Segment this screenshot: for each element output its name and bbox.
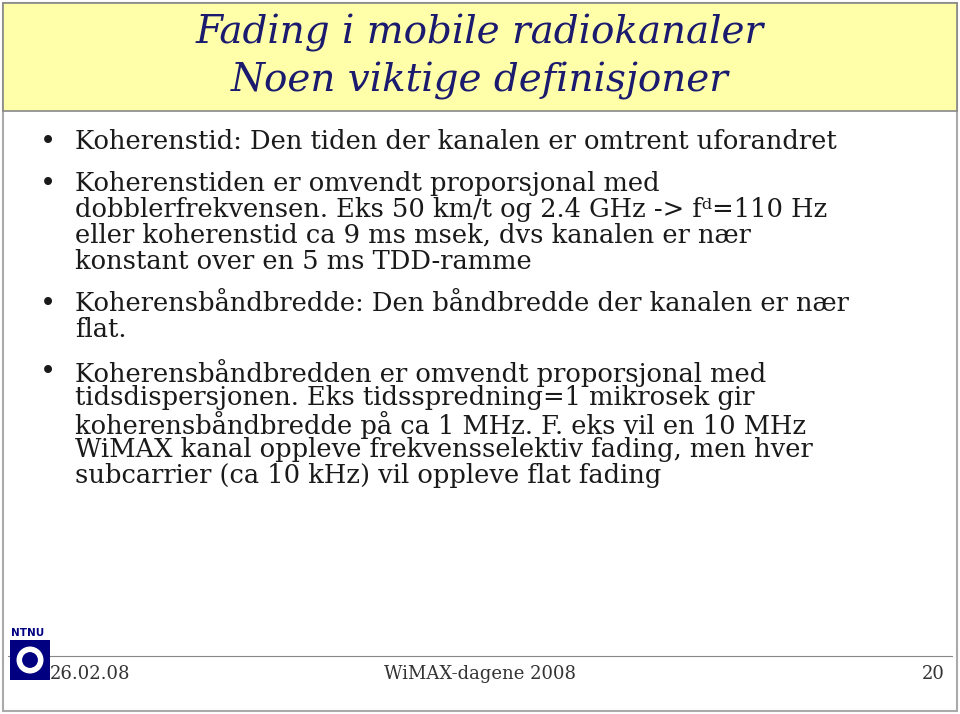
Text: tidsdispersjonen. Eks tidsspredning=1 mikrosek gir: tidsdispersjonen. Eks tidsspredning=1 mi…: [75, 385, 755, 410]
Circle shape: [23, 653, 37, 667]
FancyBboxPatch shape: [10, 640, 50, 680]
Text: Noen viktige definisjoner: Noen viktige definisjoner: [231, 61, 729, 100]
Text: Koherensbåndbredde: Den båndbredde der kanalen er nær: Koherensbåndbredde: Den båndbredde der k…: [75, 291, 849, 316]
Text: subcarrier (ca 10 kHz) vil oppleve flat fading: subcarrier (ca 10 kHz) vil oppleve flat …: [75, 463, 661, 488]
Text: Koherenstiden er omvendt proporsjonal med: Koherenstiden er omvendt proporsjonal me…: [75, 171, 660, 196]
Text: WiMAX kanal oppleve frekvensselektiv fading, men hver: WiMAX kanal oppleve frekvensselektiv fad…: [75, 437, 813, 462]
Text: WiMAX-dagene 2008: WiMAX-dagene 2008: [384, 665, 576, 683]
Text: koherensbåndbredde på ca 1 MHz. F. eks vil en 10 MHz: koherensbåndbredde på ca 1 MHz. F. eks v…: [75, 411, 806, 439]
Text: Koherensbåndbredden er omvendt proporsjonal med: Koherensbåndbredden er omvendt proporsjo…: [75, 359, 766, 387]
Text: •: •: [40, 171, 56, 198]
Text: 26.02.08: 26.02.08: [50, 665, 131, 683]
Text: •: •: [40, 359, 56, 386]
Text: dobblerfrekvensen. Eks 50 km/t og 2.4 GHz -> fᵈ=110 Hz: dobblerfrekvensen. Eks 50 km/t og 2.4 GH…: [75, 197, 828, 222]
Circle shape: [17, 647, 43, 673]
Text: Fading i mobile radiokanaler: Fading i mobile radiokanaler: [196, 14, 764, 52]
Text: 20: 20: [923, 665, 945, 683]
Text: •: •: [40, 291, 56, 318]
Text: flat.: flat.: [75, 317, 127, 342]
Text: •: •: [40, 129, 56, 156]
Text: konstant over en 5 ms TDD-ramme: konstant over en 5 ms TDD-ramme: [75, 249, 532, 274]
Text: NTNU: NTNU: [11, 628, 44, 638]
Text: eller koherenstid ca 9 ms msek, dvs kanalen er nær: eller koherenstid ca 9 ms msek, dvs kana…: [75, 223, 751, 248]
Text: Koherenstid: Den tiden der kanalen er omtrent uforandret: Koherenstid: Den tiden der kanalen er om…: [75, 129, 837, 154]
FancyBboxPatch shape: [3, 3, 957, 111]
